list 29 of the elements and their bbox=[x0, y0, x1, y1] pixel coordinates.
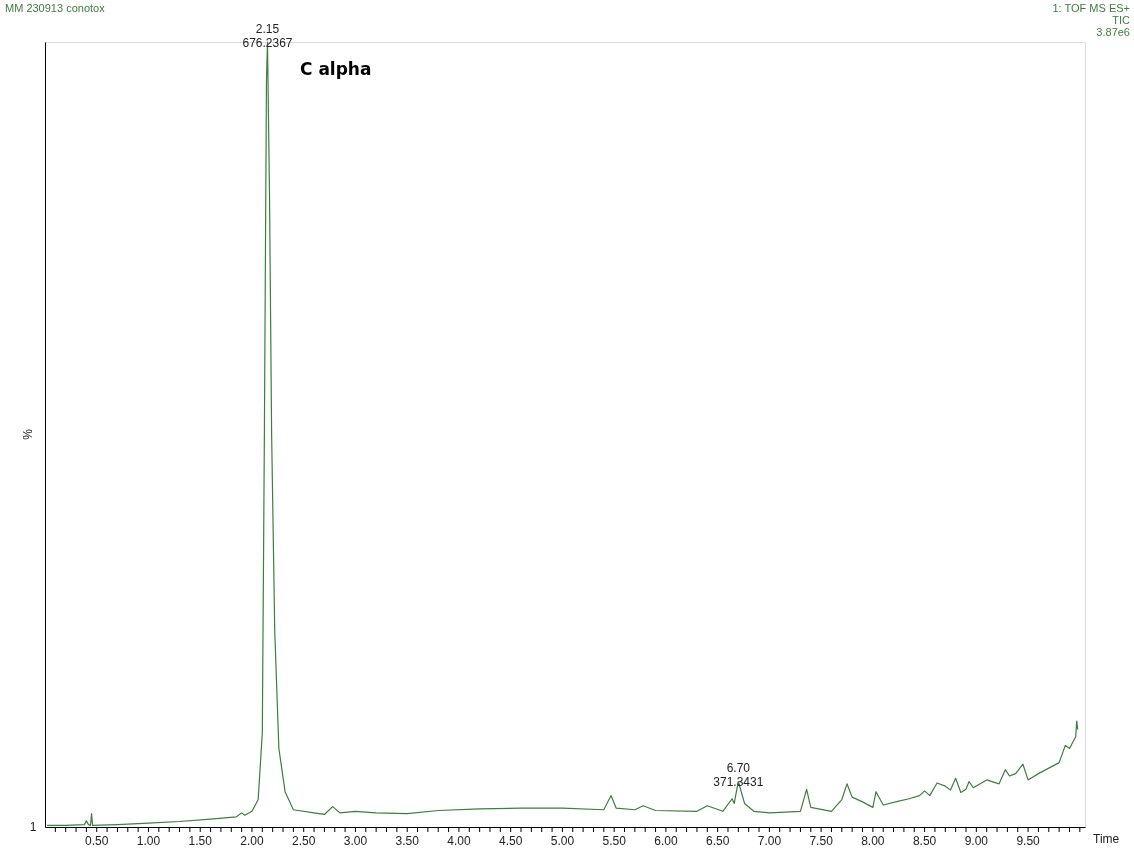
x-tick-label: 3.00 bbox=[343, 834, 368, 848]
text: 1: TOF MS ES+ bbox=[1052, 2, 1130, 14]
annotation: C alpha bbox=[300, 59, 372, 79]
x-tick-label: 9.00 bbox=[964, 834, 989, 848]
x-tick-label: 8.50 bbox=[912, 834, 937, 848]
x-tick-label: 3.50 bbox=[395, 834, 420, 848]
x-tick-label: 2.50 bbox=[292, 834, 316, 848]
text: 3.87e6 bbox=[1096, 26, 1130, 38]
annotation: 6.70 371.3431 bbox=[713, 761, 764, 790]
x-tick-label: 6.00 bbox=[654, 834, 678, 848]
annotation: 2.15 676.2367 bbox=[242, 22, 293, 50]
x-tick-label: 6.50 bbox=[705, 834, 730, 848]
text: TIC bbox=[1112, 14, 1131, 26]
x-tick-label: 2.00 bbox=[240, 834, 264, 848]
x-tick-label: 1.00 bbox=[136, 834, 161, 848]
chart-title: MM 230913 conotox bbox=[5, 2, 106, 14]
x-axis-title: Time bbox=[1093, 832, 1120, 846]
x-tick-label: 8.00 bbox=[861, 834, 885, 848]
x-tick-label: 1.50 bbox=[188, 834, 213, 848]
x-tick-label: 0.50 bbox=[85, 834, 109, 848]
text: 1 bbox=[29, 820, 37, 834]
x-tick-label: 9.50 bbox=[1016, 834, 1041, 848]
x-tick-label: 4.50 bbox=[498, 834, 523, 848]
x-tick-label: 7.50 bbox=[809, 834, 834, 848]
x-tick-label: 5.50 bbox=[602, 834, 627, 848]
y-axis-title: % bbox=[21, 428, 35, 440]
x-tick-label: 7.00 bbox=[757, 834, 782, 848]
x-tick-label: 4.00 bbox=[447, 834, 471, 848]
x-tick-label: 5.00 bbox=[550, 834, 575, 848]
